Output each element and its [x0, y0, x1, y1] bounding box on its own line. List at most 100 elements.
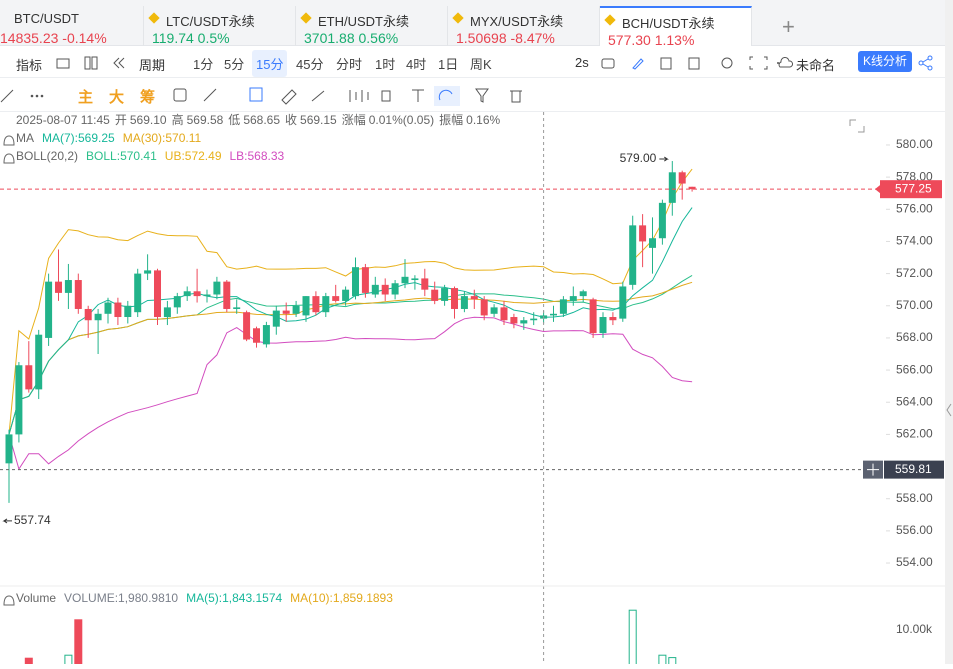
- icon[interactable]: [112, 56, 126, 70]
- y-tick-label: 556.00: [896, 523, 933, 537]
- interval[interactable]: 1分: [193, 57, 214, 72]
- scrollbar[interactable]: [945, 0, 953, 664]
- layout-name[interactable]: 未命名: [796, 58, 836, 73]
- candle-body: [550, 313, 557, 316]
- volume-bar: [24, 657, 33, 664]
- candle-body: [599, 317, 607, 334]
- volume-bar: [628, 609, 637, 664]
- tab-change: -8.47%: [510, 30, 555, 46]
- period-button[interactable]: 周期: [139, 58, 166, 73]
- candle-body: [371, 284, 379, 295]
- crosshair-tag: [884, 460, 944, 479]
- y-tick-label: 558.00: [896, 491, 933, 505]
- candle-body: [163, 307, 171, 318]
- tab[interactable]: BTC/USDT 14835.23 -0.14%: [0, 6, 144, 46]
- candle-body: [253, 328, 260, 343]
- info-text: MA(30):570.11: [123, 131, 202, 145]
- tab[interactable]: LTC/USDT永续 119.74 0.5%: [144, 6, 296, 46]
- candle-body: [688, 186, 696, 190]
- tool[interactable]: 大: [109, 89, 125, 106]
- candle-body: [451, 288, 458, 309]
- tool[interactable]: 主: [78, 89, 94, 106]
- candle-body: [500, 307, 508, 321]
- bell-icon: [3, 135, 15, 146]
- info-text: 0.16%: [466, 113, 500, 127]
- chart: 2025-08-07 11:45 开 569.10 高 569.58 低 568.65 收 56…: [0, 112, 945, 664]
- y-tick-label: 568.00: [896, 330, 933, 344]
- candle-body: [173, 296, 181, 308]
- analysis-button[interactable]: K线分析: [858, 51, 912, 72]
- tab-bar: BTC/USDT 14835.23 -0.14% LTC/USDT永续 119.74 …: [0, 0, 945, 48]
- boll-upper: [8, 168, 693, 435]
- low-arrow: [2, 518, 12, 524]
- candle-body: [401, 276, 409, 284]
- info-text: 开: [115, 113, 127, 127]
- icons: [601, 57, 700, 70]
- info-text: 569.58: [187, 113, 224, 127]
- tab-price: 14835.23: [0, 30, 59, 46]
- expand-icon: [849, 119, 865, 133]
- candle-body: [658, 202, 666, 239]
- interval[interactable]: 1时: [375, 57, 396, 72]
- candle-body: [421, 278, 429, 290]
- y-tick-label: 572.00: [896, 266, 933, 280]
- candle-body: [243, 312, 251, 340]
- share-icon[interactable]: [918, 55, 934, 71]
- candle-body: [64, 280, 72, 293]
- candle-body: [134, 273, 142, 313]
- candle-body: [94, 313, 102, 321]
- tab-name: BTC/USDT: [14, 11, 79, 26]
- info-text: 收: [285, 113, 297, 127]
- icon[interactable]: [56, 56, 70, 70]
- candle-body: [183, 291, 191, 297]
- candle-body: [272, 310, 280, 327]
- candle-body: [639, 225, 647, 242]
- tab[interactable]: BCH/USDT永续 577.30 1.13%: [600, 6, 752, 48]
- y-tick-label: 570.00: [896, 298, 933, 312]
- candle-body: [233, 307, 241, 309]
- interval[interactable]: 15分: [252, 50, 288, 77]
- candle-body: [282, 310, 290, 314]
- candle-body: [332, 296, 340, 301]
- ma7-line: [8, 207, 693, 435]
- info-text: BOLL:570.41: [86, 149, 157, 163]
- tab-price: 3701.88: [304, 30, 355, 46]
- candle-body: [312, 296, 320, 313]
- tab-name: MYX/USDT永续: [470, 14, 564, 29]
- crosshair-label: 559.81: [895, 462, 932, 476]
- tab[interactable]: ETH/USDT永续 3701.88 0.56%: [296, 6, 448, 46]
- last-price-label: 577.25: [895, 181, 932, 195]
- interval[interactable]: 45分: [296, 57, 324, 72]
- refresh[interactable]: 2s: [575, 55, 589, 70]
- interval[interactable]: 5分: [224, 57, 245, 72]
- info-text: 569.15: [300, 113, 337, 127]
- candle-body: [668, 172, 676, 203]
- info-text: 低: [228, 113, 240, 127]
- tab[interactable]: MYX/USDT永续 1.50698 -8.47%: [448, 6, 600, 46]
- tool[interactable]: 筹: [140, 89, 156, 106]
- candle-body: [114, 302, 122, 318]
- info-text: Volume: [16, 591, 56, 605]
- add-tab[interactable]: +: [782, 14, 795, 39]
- interval[interactable]: 周K: [470, 57, 492, 72]
- indicator-button[interactable]: 指标: [16, 58, 43, 73]
- candle-body: [5, 434, 13, 464]
- tab-price: 577.30: [608, 32, 651, 48]
- info-text: 569.10: [130, 113, 167, 127]
- interval[interactable]: 1日: [438, 57, 459, 72]
- info-line: MA MA(7):569.25 MA(30):570.11: [16, 131, 202, 145]
- candle-body: [262, 325, 270, 345]
- interval[interactable]: 分时: [336, 57, 363, 72]
- bell-icon: [3, 595, 15, 606]
- interval[interactable]: 4时: [406, 57, 427, 72]
- info-text: VOLUME:1,980.9810: [64, 591, 178, 605]
- icon[interactable]: [84, 56, 98, 70]
- candle-body: [15, 365, 23, 435]
- coin-icon: [604, 14, 616, 26]
- volume-bar: [658, 654, 667, 664]
- candle-body: [352, 267, 359, 297]
- y-tick-label: 566.00: [896, 362, 933, 376]
- y-tick-label: 580.00: [896, 137, 933, 151]
- last-price-tag: [880, 180, 942, 199]
- volume-bar: [74, 619, 83, 664]
